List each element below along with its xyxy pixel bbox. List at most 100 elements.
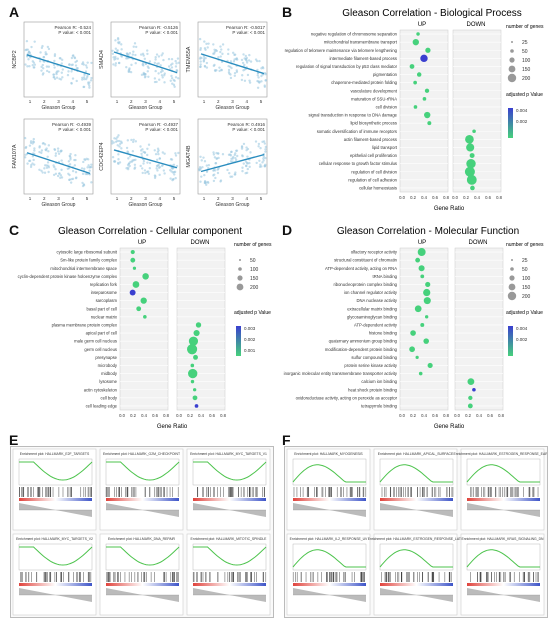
scatter-point <box>245 164 248 167</box>
scatter-point <box>39 51 42 54</box>
scatter-point <box>219 50 222 54</box>
term-label: DNA nuclease activity <box>357 298 398 303</box>
es-plot-area <box>379 543 454 571</box>
x-axis-label: Gleason Group <box>129 202 163 208</box>
scatter-point <box>227 68 231 72</box>
scatter-point <box>234 173 237 176</box>
scatter-point <box>175 69 179 73</box>
scatter-point <box>43 167 46 170</box>
enrichment-dot <box>468 395 473 401</box>
es-curve <box>106 546 180 566</box>
scatter-point <box>235 69 239 72</box>
scatter-point <box>154 56 157 59</box>
panel-letter-d: D <box>282 222 293 238</box>
scatter-point <box>142 64 145 67</box>
scatter-point <box>53 147 56 151</box>
x-tick-label: 0.4 <box>476 413 482 418</box>
scatter-point <box>84 172 87 176</box>
enrichment-dot <box>422 97 427 101</box>
scatter-point <box>28 144 32 147</box>
scatter-point <box>257 76 260 79</box>
y-axis-label: NCBP2 <box>12 50 18 68</box>
scatter-point <box>230 66 233 70</box>
gene-ratio-label: Gene Ratio <box>434 424 465 430</box>
scatter-point <box>144 75 147 78</box>
x-axis-label: Gleason Group <box>42 105 76 111</box>
scatter-point <box>33 40 36 43</box>
up-facet <box>399 29 449 193</box>
scatter-point <box>117 158 120 161</box>
scatter-point <box>139 149 143 152</box>
scatter-point <box>213 156 217 159</box>
enrichment-dot <box>427 362 433 369</box>
scatter-point <box>58 77 61 80</box>
regression-line <box>26 152 91 175</box>
scatter-point <box>143 73 147 76</box>
scatter-point <box>214 176 217 180</box>
enrichment-dot <box>472 387 476 392</box>
enrichment-dot <box>423 338 429 344</box>
scatter-point <box>126 139 130 142</box>
scatter-point <box>242 142 246 146</box>
scatter-point <box>31 142 34 145</box>
scatter-point <box>114 64 117 67</box>
es-plot-area <box>292 458 367 486</box>
scatter-point <box>230 150 233 154</box>
scatter-point <box>155 167 158 170</box>
scatter-point <box>146 49 149 52</box>
x-tick-label: 0.4 <box>474 195 480 200</box>
scatter-point <box>73 164 77 167</box>
term-label: cyclin-dependent protein kinase holoenzy… <box>18 274 118 279</box>
enrichment-dot <box>425 281 431 288</box>
color-tick-label: 0.001 <box>244 348 256 353</box>
scatter-point <box>145 170 149 174</box>
scatter-point <box>202 60 206 63</box>
scatter-point <box>129 160 132 164</box>
scatter-point <box>157 62 160 65</box>
scatter-point <box>44 51 47 54</box>
scatter-point <box>111 155 115 159</box>
scatter-point <box>29 140 33 143</box>
scatter-point <box>52 173 56 177</box>
scatter-point <box>214 162 217 165</box>
scatter-point <box>70 82 73 85</box>
scatter-point <box>59 174 63 177</box>
scatter-point <box>212 43 215 46</box>
scatter-point <box>153 61 157 65</box>
scatter-point <box>205 61 209 65</box>
scatter-point <box>212 151 215 154</box>
x-tick-label: 3 <box>231 99 234 104</box>
scatter-point <box>32 158 35 162</box>
enrichment-plot: Enrichment plot: HALLMARK_IL2_RESPONSE_U… <box>286 533 371 616</box>
x-tick-label: 0.8 <box>163 413 169 418</box>
x-tick-label: 0.2 <box>463 195 469 200</box>
scatter-point <box>29 165 33 169</box>
x-tick-label: 5 <box>260 196 263 201</box>
scatter-point <box>176 57 180 60</box>
scatter-point <box>54 152 58 155</box>
scatter-point <box>233 74 237 77</box>
y-axis-label: CDC42EP4 <box>99 142 105 170</box>
term-label: heat shock protein binding <box>348 387 398 392</box>
scatter-point <box>227 64 230 68</box>
scatter-point <box>260 165 263 168</box>
scatter-point <box>117 153 120 156</box>
color-legend-title: adjusted p Value <box>506 92 543 98</box>
size-legend-dot <box>237 275 243 281</box>
scatter-point <box>110 139 114 143</box>
pearson-r-label: Pearson R: -0.4939 <box>52 122 92 127</box>
rank-gradient <box>467 498 540 501</box>
scatter-point <box>204 181 208 184</box>
scatter-point <box>254 58 258 61</box>
scatter-point <box>40 151 43 155</box>
scatter-point <box>57 152 61 155</box>
x-axis-label: Gleason Group <box>216 202 250 208</box>
enrichment-dot <box>425 47 431 53</box>
scatter-point <box>174 152 177 155</box>
size-legend-dot <box>509 275 515 281</box>
scatter-point <box>258 81 261 84</box>
es-plot-area <box>379 458 454 486</box>
scatter-point <box>244 160 248 163</box>
size-legend-label: 100 <box>250 267 259 273</box>
